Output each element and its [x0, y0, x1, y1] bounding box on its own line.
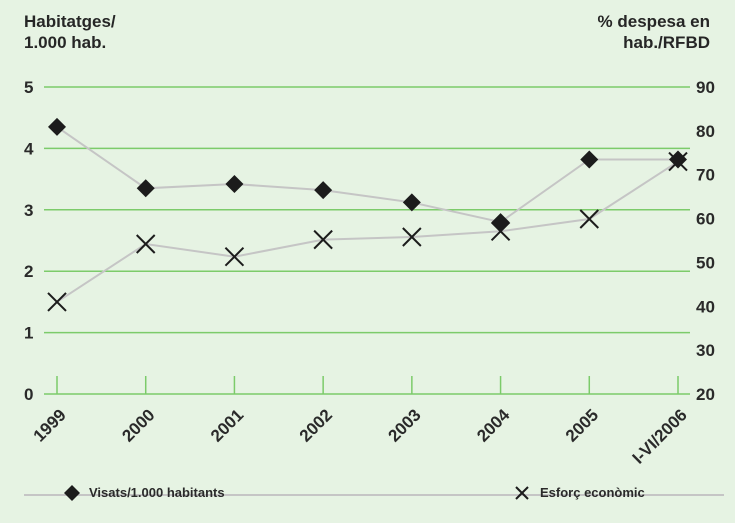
diamond-marker [48, 117, 66, 136]
x-marker [402, 227, 422, 247]
y-right-tick-label: 90 [696, 78, 715, 97]
y-right-tick-label: 80 [696, 122, 715, 141]
legend: Visats/1.000 habitants Esforç econòmic [24, 485, 724, 501]
series-markers [47, 117, 688, 312]
y-right-axis-title-line2: hab./RFBD [623, 33, 710, 52]
y-right-tick-label: 70 [696, 166, 715, 185]
y-right-tick-label: 40 [696, 297, 715, 316]
x-tick-label: I-VI/2006 [629, 405, 691, 467]
y-right-tick-label: 30 [696, 341, 715, 360]
diamond-marker [669, 150, 687, 169]
x-tick-label: 2005 [562, 405, 602, 445]
diamond-marker [136, 179, 155, 198]
x-marker [668, 151, 688, 172]
y-left-tick-label: 1 [24, 324, 33, 343]
y-left-axis-title-line2: 1.000 hab. [24, 33, 106, 52]
tick-labels: 0 1 2 3 4 5 20 30 40 50 60 70 80 90 1999 2000 2001 2002 20… [24, 78, 715, 468]
x-marker [490, 221, 511, 241]
diamond-marker [225, 175, 244, 194]
x-marker [313, 229, 333, 250]
legend-label-esforc: Esforç econòmic [540, 485, 645, 500]
diamond-marker [580, 150, 599, 169]
legend-diamond-shape [64, 485, 80, 501]
x-marker [579, 209, 599, 229]
x-marker [224, 247, 245, 267]
legend-diamond-icon [64, 485, 80, 501]
y-left-tick-label: 0 [24, 385, 33, 404]
y-right-axis-title-line1: % despesa en [598, 12, 710, 31]
x-tick-label: 2001 [207, 405, 247, 445]
y-right-tick-label: 60 [696, 210, 715, 229]
y-right-tick-label: 50 [696, 253, 715, 272]
x-tick-label: 2002 [296, 405, 336, 445]
diamond-marker [491, 213, 510, 232]
series-lines [56, 126, 679, 303]
x-marker [47, 292, 67, 312]
grid-lines [44, 86, 690, 395]
y-left-axis-title-line1: Habitatges/ [24, 12, 116, 31]
legend-label-visats: Visats/1.000 habitants [89, 485, 225, 500]
legend-x-icon [515, 486, 529, 500]
x-tick-label: 1999 [30, 405, 70, 445]
series-line-1 [56, 160, 679, 303]
y-left-tick-label: 4 [24, 139, 34, 158]
diamond-marker [402, 193, 421, 212]
legend-x-shape [515, 486, 529, 500]
diamond-marker [314, 181, 333, 200]
y-left-tick-label: 2 [24, 262, 33, 281]
x-tick-label: 2004 [473, 405, 514, 446]
x-marker [136, 234, 156, 254]
x-tick-label: 2003 [385, 405, 425, 445]
category-tick-marks [56, 376, 679, 394]
y-right-tick-label: 20 [696, 385, 715, 404]
series-line-0 [56, 126, 678, 224]
y-left-tick-label: 3 [24, 201, 33, 220]
x-tick-label: 2000 [118, 405, 158, 445]
y-left-tick-label: 5 [24, 78, 33, 97]
